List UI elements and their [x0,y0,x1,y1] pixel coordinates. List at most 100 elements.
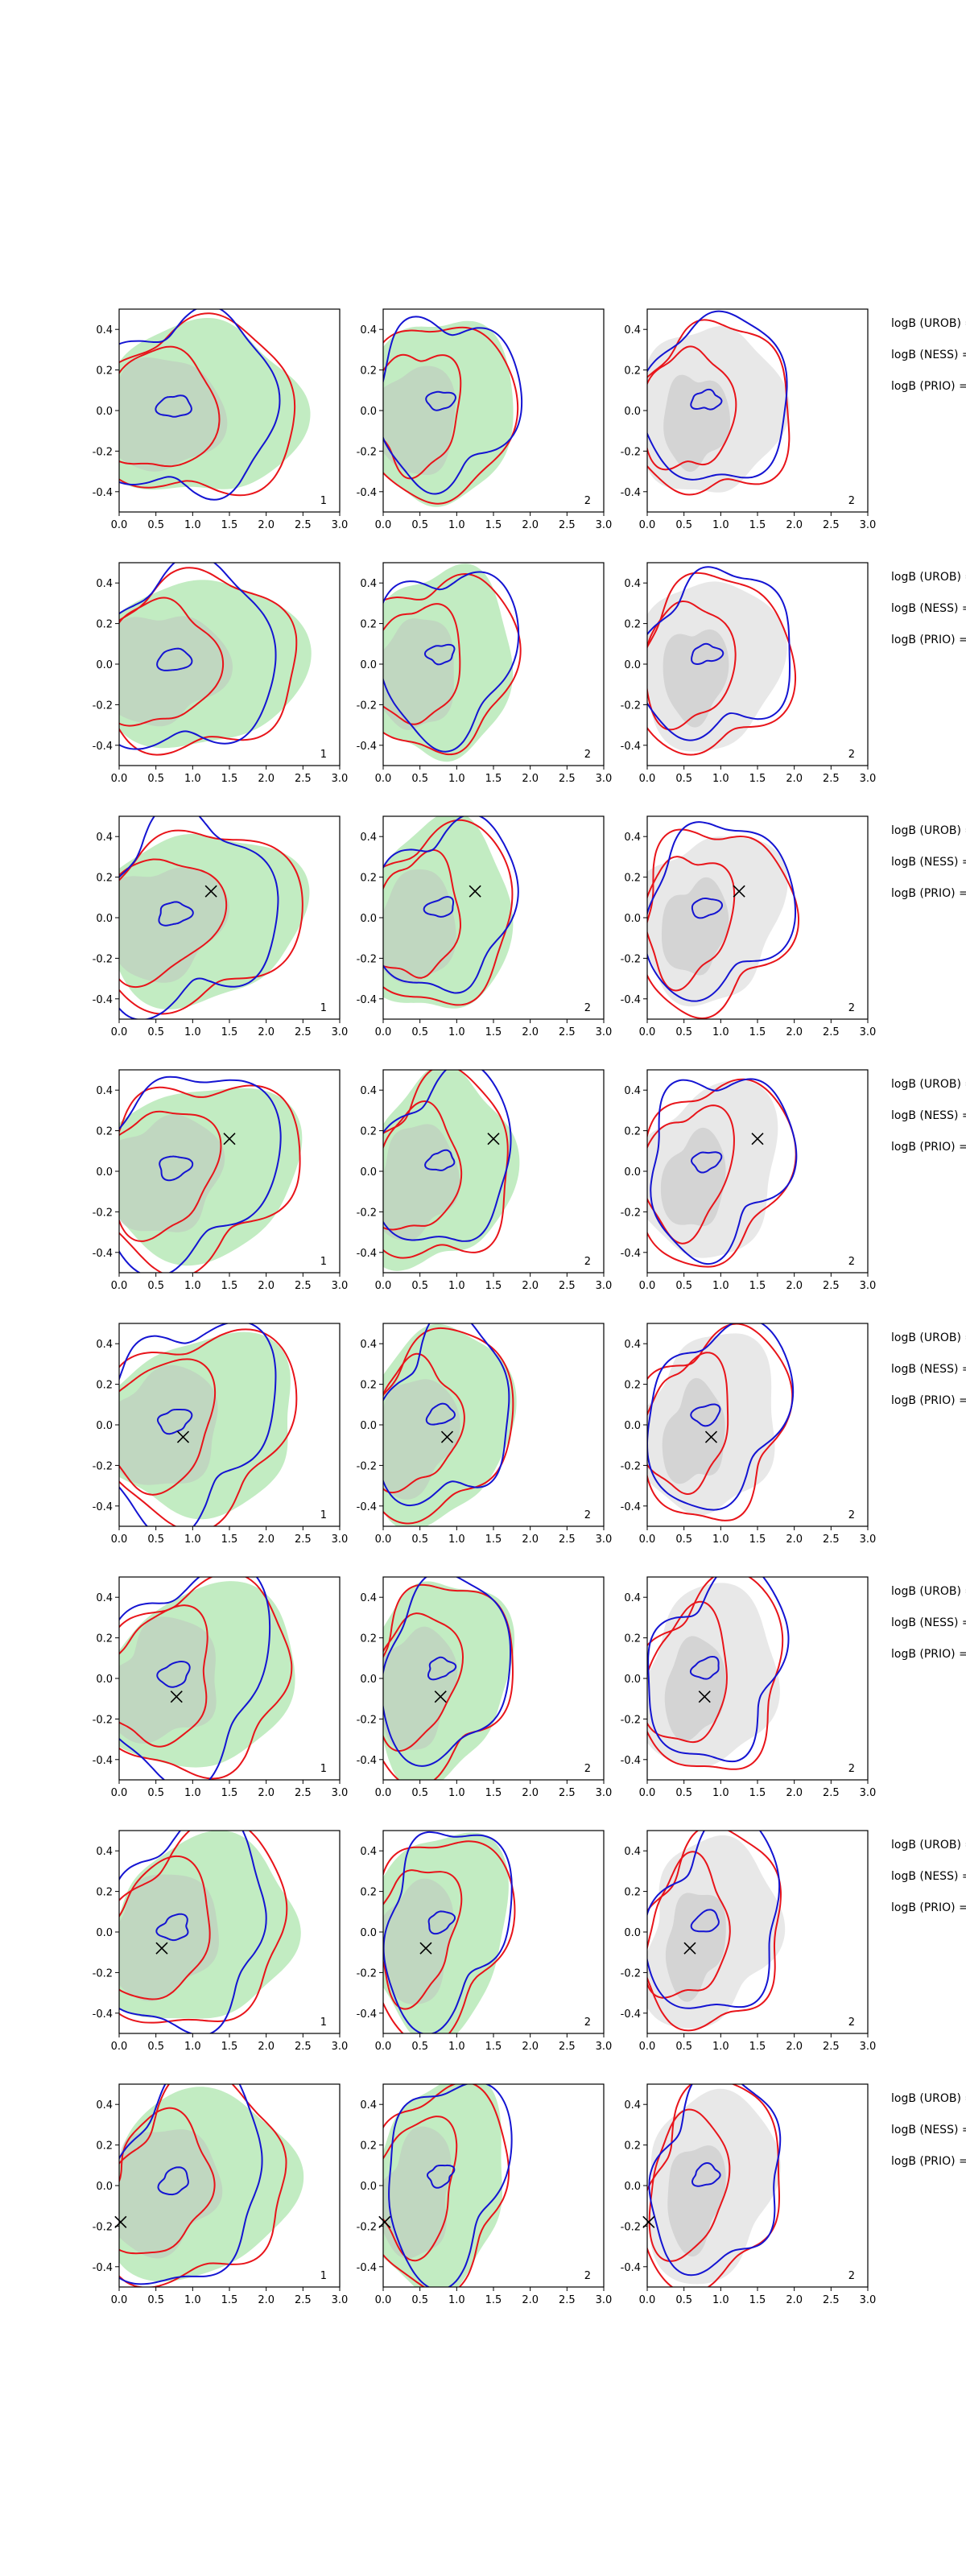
red-contour-line [647,1104,735,1245]
y-tick-label: 0.2 [96,1633,113,1645]
logb-label: logB (PRIO) = [891,1394,966,1407]
x-marker [683,1942,696,1955]
plot-area [383,2084,513,2287]
y-tick-label: 0.0 [360,1927,377,1939]
blue-contour-line [119,1831,267,2033]
panel-corner-label: 2 [848,1763,855,1775]
x-tick-label: 1.0 [448,2041,465,2053]
y-tick-label: -0.2 [357,1714,377,1726]
panel-corner-label: 2 [584,2270,591,2282]
x-tick-label: 3.0 [596,519,613,531]
y-tick-label: -0.2 [93,446,113,458]
x-tick-label: 2.0 [786,1787,803,1799]
figure-row-8: 0.0 0.5 1.0 1.5 2.0 2.5 3.00.40.20.0-0.2-0.410… [93,2083,966,2306]
y-tick-label: -0.4 [357,1248,377,1260]
y-tick-label: -0.2 [357,2221,377,2233]
grey-filled-contour [119,867,230,983]
logb-label: logB (PRIO) = [891,634,966,646]
y-tick-label: 0.2 [624,873,641,885]
x-tick-label: 2.0 [522,2041,539,2053]
x-tick-label: 2.0 [786,1026,803,1038]
y-tick-label: -0.4 [93,487,113,499]
x-tick-label: 1.5 [221,2294,238,2306]
blue-contour-line [691,2162,721,2187]
red-contour-line [383,1070,509,1259]
y-tick-label: -0.2 [357,700,377,712]
y-tick-label: -0.2 [621,1967,641,1979]
y-tick-label: 0.4 [624,1339,641,1351]
y-tick-label: 0.2 [360,873,377,885]
blue-contour-line [157,2166,189,2196]
blue-contour-line [691,897,724,919]
panel-r8-c1: 0.0 0.5 1.0 1.5 2.0 2.5 3.0 0.4 0.2 0.0 -0.2 -0.4 1 [93,2083,348,2306]
y-tick-label: 0.4 [360,832,377,844]
y-tick-label: -0.4 [93,741,113,753]
x-tick-label: 1.0 [184,1026,201,1038]
y-tick-label: 0.2 [360,365,377,378]
plot-area [383,1831,516,2033]
y-tick-label: -0.2 [621,446,641,458]
plot-area [383,564,522,762]
red-contour-line [119,597,225,727]
x-tick-label: 1.0 [184,1787,201,1799]
x-tick-label: 3.0 [596,1787,613,1799]
red-contour-line [647,572,797,756]
panel-corner-label: 2 [848,495,855,507]
blue-contour-line [159,1155,194,1182]
y-tick-label: 0.0 [96,659,113,671]
x-tick-label: 0.5 [675,773,692,785]
x-tick-label: 0.0 [639,1026,656,1038]
y-tick-label: -0.2 [93,1714,113,1726]
x-marker [170,1690,183,1703]
y-tick-label: 0.0 [360,406,377,418]
x-marker [419,1942,432,1955]
grey-inner-contour [667,2145,726,2257]
x-tick-label: 3.0 [860,773,877,785]
x-tick-label: 3.0 [332,519,349,531]
y-tick-label: 0.2 [360,2140,377,2153]
x-tick-label: 2.5 [559,1534,576,1546]
x-tick-label: 2.0 [258,519,275,531]
plot-area [119,1831,301,2033]
x-tick-label: 2.5 [559,2294,576,2306]
panel-r7-c1: 0.0 0.5 1.0 1.5 2.0 2.5 3.0 0.4 0.2 0.0 -0.2 -0.4 1 [93,1830,349,2053]
x-tick-label: 1.5 [221,1787,238,1799]
x-tick-label: 2.5 [295,1026,312,1038]
x-tick-label: 1.5 [221,1280,238,1292]
x-marker [434,1690,447,1703]
y-tick-label: -0.4 [93,2008,113,2021]
blue-contour-line [690,1151,723,1174]
red-contour-line [383,848,462,979]
x-tick-label: 0.0 [375,1280,392,1292]
red-contour-line [383,1352,465,1494]
x-tick-label: 1.5 [749,2294,766,2306]
panel-r4-c1: 0.0 0.5 1.0 1.5 2.0 2.5 3.0 0.4 0.2 0.0 -0.2 -0.4 1 [93,1069,348,1292]
y-tick-label: 0.0 [360,1166,377,1179]
y-tick-label: 0.4 [360,1085,377,1097]
panel-r2-c1: 0.0 0.5 1.0 1.5 2.0 2.5 3.0 0.4 0.2 0.0 -0.2 -0.4 1 [93,562,348,785]
y-tick-label: 0.4 [360,578,377,590]
x-tick-label: 2.0 [522,1787,539,1799]
blue-contour-line [647,1831,781,2009]
y-tick-label: 0.4 [360,324,377,336]
x-tick-label: 0.0 [375,1026,392,1038]
x-tick-label: 1.5 [221,519,238,531]
y-tick-label: -0.2 [621,700,641,712]
x-marker [440,1430,454,1443]
red-contour-line [119,1855,211,2000]
x-tick-label: 3.0 [332,2041,349,2053]
red-contour-line [119,1358,217,1496]
panel-r8-c2: 0.0 0.5 1.0 1.5 2.0 2.5 3.0 0.4 0.2 0.0 -0.2 -0.4 2 [357,2083,612,2306]
logb-label: logB (NESS) = [891,602,966,615]
red-contour-line [119,1110,222,1242]
green-filled-contour [119,1331,291,1520]
x-tick-label: 3.0 [860,2041,877,2053]
x-tick-label: 1.0 [712,2041,729,2053]
panel-r4-c2: 0.0 0.5 1.0 1.5 2.0 2.5 3.0 0.4 0.2 0.0 -0.2 -0.4 2 [357,1069,612,1292]
x-marker [223,1133,236,1146]
logb-label: logB (UROB) = [891,824,966,837]
x-tick-label: 2.0 [258,1280,275,1292]
x-tick-label: 2.0 [786,1534,803,1546]
red-contour-line [383,2116,458,2262]
panel-corner-label: 1 [320,495,327,507]
